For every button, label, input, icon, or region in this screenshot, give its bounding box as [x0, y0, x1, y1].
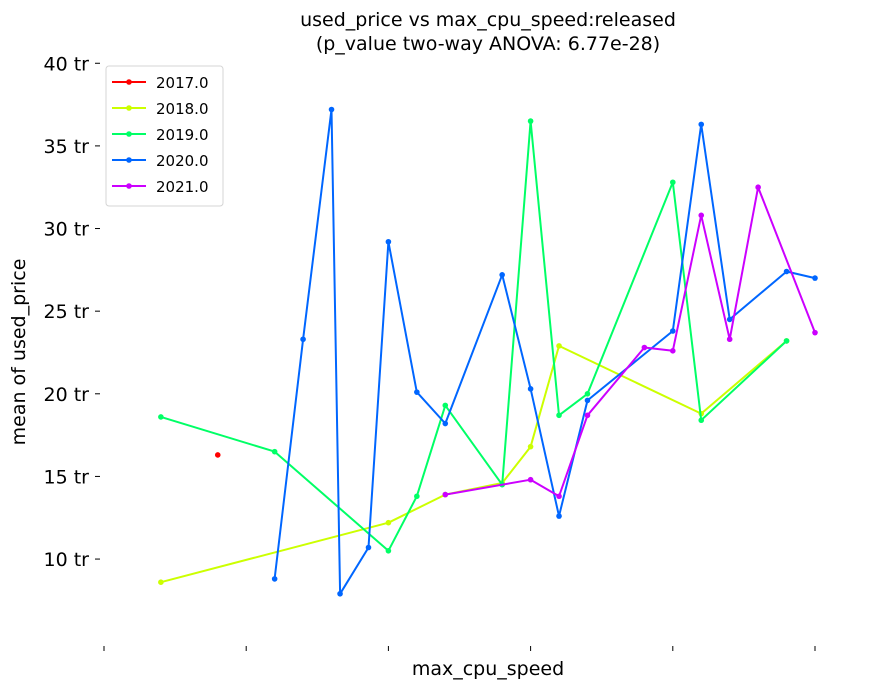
y-tick-label: 35 tr [44, 136, 90, 158]
data-point [556, 343, 562, 349]
series-2020.0 [271, 106, 818, 597]
data-point [527, 386, 534, 392]
data-point [783, 338, 790, 344]
data-point [726, 336, 733, 343]
data-point [300, 336, 306, 343]
x-axis-label: max_cpu_speed [412, 658, 564, 680]
chart-subtitle: (p_value two-way ANOVA: 6.77e-28) [316, 33, 660, 55]
x-axis [103, 646, 816, 651]
y-tick-label: 15 tr [44, 466, 90, 488]
series-2021.0 [442, 184, 818, 500]
data-point [584, 390, 591, 397]
y-tick-label: 40 tr [44, 53, 90, 75]
legend-label: 2018.0 [156, 100, 209, 118]
y-axis-label: mean of used_price [8, 259, 30, 446]
data-point [812, 329, 818, 336]
data-point [414, 389, 420, 395]
legend-box [105, 65, 224, 207]
data-point [385, 519, 392, 526]
data-point [365, 544, 372, 551]
legend-item: 2021.0 [112, 178, 209, 196]
data-point [527, 118, 534, 124]
data-point [584, 412, 591, 419]
data-point [783, 268, 790, 275]
data-point [385, 238, 392, 245]
data-point [385, 547, 392, 554]
data-point [698, 121, 705, 128]
legend-marker [126, 105, 132, 111]
data-point [271, 448, 278, 455]
data-point [726, 316, 733, 323]
data-point [442, 491, 449, 498]
series-line [160, 340, 788, 584]
data-point [670, 348, 676, 354]
data-point [641, 344, 648, 351]
y-axis: 10 tr 15 tr 20 tr 25 tr 30 tr 35 tr 40 tr [44, 53, 100, 571]
data-point [812, 275, 818, 281]
legend-item: 2020.0 [112, 152, 209, 170]
legend: 2017.0 2018.0 2019.0 2020.0 2021.0 [105, 65, 224, 207]
legend-label: 2021.0 [156, 178, 209, 196]
data-point [755, 184, 761, 191]
data-point [556, 493, 562, 500]
data-point [670, 179, 676, 186]
data-point [527, 443, 534, 450]
y-tick-label: 10 tr [44, 549, 90, 571]
chart-title: used_price vs max_cpu_speed:released [300, 9, 676, 31]
legend-marker [126, 131, 132, 137]
data-point [442, 402, 449, 409]
series-line [445, 186, 816, 498]
data-point [698, 417, 705, 424]
data-point [527, 476, 534, 483]
data-point [499, 272, 505, 278]
legend-marker [126, 79, 132, 85]
legend-item: 2018.0 [112, 100, 209, 118]
legend-marker [126, 157, 132, 163]
y-tick-label: 25 tr [44, 301, 90, 323]
series-2017.0 [214, 452, 221, 458]
data-point [556, 412, 562, 419]
data-point [158, 579, 164, 585]
data-point [414, 493, 420, 500]
legend-marker [126, 183, 132, 189]
y-tick-label: 30 tr [44, 219, 90, 241]
data-point [337, 590, 343, 597]
legend-item: 2017.0 [112, 74, 209, 92]
y-tick-label: 20 tr [44, 384, 90, 406]
legend-item: 2019.0 [112, 126, 209, 144]
legend-label: 2019.0 [156, 126, 209, 144]
data-point [670, 328, 676, 334]
data-point [158, 414, 164, 420]
data-point [584, 397, 591, 404]
data-point [271, 576, 278, 582]
data-point [698, 212, 705, 219]
legend-label: 2020.0 [156, 152, 209, 170]
data-point [556, 513, 562, 519]
data-point [214, 452, 221, 458]
data-point [328, 106, 335, 113]
plot-area [158, 106, 818, 597]
data-point [442, 420, 449, 427]
legend-label: 2017.0 [156, 74, 209, 92]
series-2018.0 [158, 338, 790, 585]
